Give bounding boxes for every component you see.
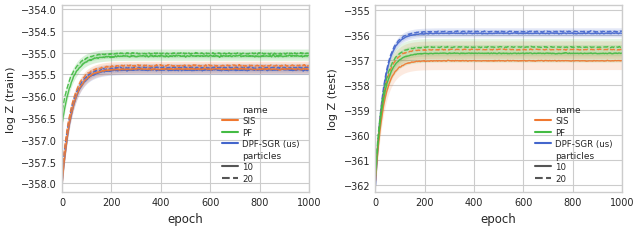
X-axis label: epoch: epoch — [481, 213, 516, 225]
Legend: name, SIS, PF, DPF-SGR (us), particles, 10, 20: name, SIS, PF, DPF-SGR (us), particles, … — [531, 100, 618, 188]
X-axis label: epoch: epoch — [168, 213, 204, 225]
Legend: name, SIS, PF, DPF-SGR (us), particles, 10, 20: name, SIS, PF, DPF-SGR (us), particles, … — [217, 100, 305, 188]
Y-axis label: log Z (train): log Z (train) — [6, 66, 15, 132]
Y-axis label: log Z (test): log Z (test) — [328, 68, 338, 130]
